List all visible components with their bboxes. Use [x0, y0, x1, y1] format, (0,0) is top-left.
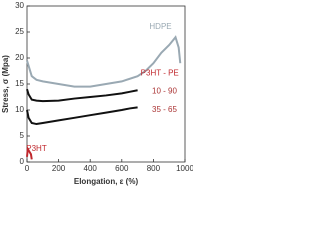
y-axis-label: Stress, σ (Mpa)	[1, 55, 10, 113]
series-line	[26, 35, 182, 88]
y-tick-label: 30	[15, 1, 24, 10]
x-tick-label: 1000	[176, 164, 193, 173]
chart: Elongation, ε (%) Stress, σ (Mpa) 0 200 40…	[1, 1, 193, 186]
series-label: 35 - 65	[152, 105, 177, 114]
x-tick-label: 200	[52, 164, 66, 173]
x-tick-label: 0	[25, 164, 30, 173]
x-tick-label: 400	[84, 164, 98, 173]
series-label: HDPE	[149, 22, 171, 31]
y-tick-label: 25	[15, 27, 24, 36]
y-tick-label: 0	[20, 157, 25, 166]
y-tick-label: 5	[20, 131, 25, 140]
x-tick-label: 800	[147, 164, 161, 173]
x-axis-label: Elongation, ε (%)	[74, 177, 139, 186]
series-label: P3HT	[26, 144, 47, 153]
annotation: P3HT - PE	[141, 69, 179, 78]
series-line	[26, 88, 138, 103]
series-label: 10 - 90	[152, 86, 177, 95]
y-tick-label: 15	[15, 79, 24, 88]
series-line	[26, 106, 138, 126]
series-line	[26, 145, 33, 160]
x-tick-label: 600	[115, 164, 129, 173]
y-tick-label: 20	[15, 53, 24, 62]
y-tick-label: 10	[15, 105, 24, 114]
